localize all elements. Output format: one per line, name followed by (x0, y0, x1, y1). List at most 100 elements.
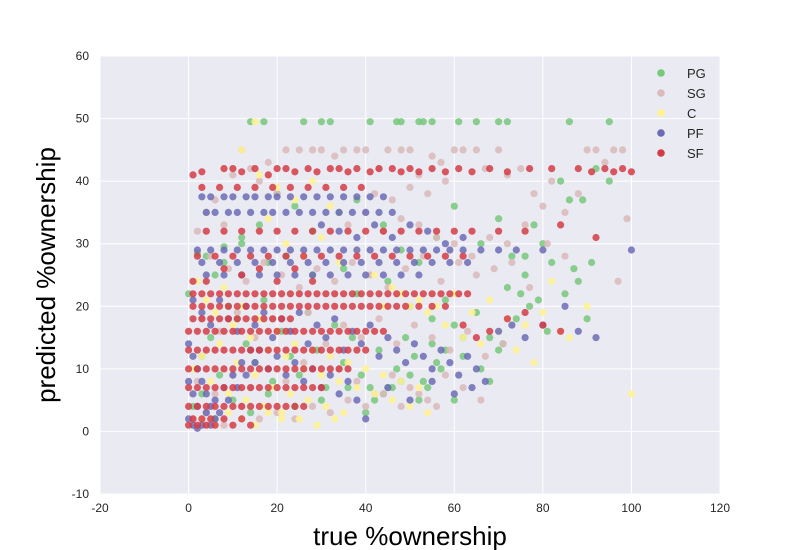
data-point (251, 193, 259, 201)
data-point (260, 302, 268, 310)
data-point (198, 168, 206, 176)
data-point (561, 302, 569, 310)
data-point (286, 390, 294, 398)
y-tick-label: 60 (76, 49, 90, 63)
data-point (202, 409, 210, 417)
data-point (300, 193, 308, 201)
data-point (495, 118, 503, 126)
data-point (397, 168, 405, 176)
data-point (415, 390, 423, 398)
data-point (317, 327, 325, 335)
data-point (521, 221, 529, 229)
data-point (592, 146, 600, 154)
data-point (198, 352, 206, 360)
y-tick-label: 50 (76, 112, 90, 126)
data-point (521, 308, 529, 317)
data-point (216, 340, 224, 348)
data-point (251, 371, 259, 379)
series-sg (189, 146, 631, 429)
data-point (362, 227, 370, 235)
data-point (433, 227, 441, 235)
data-point (428, 152, 436, 160)
data-point (220, 165, 228, 173)
data-point (322, 402, 330, 410)
data-point (242, 396, 250, 404)
data-point (375, 208, 383, 216)
data-point (353, 193, 361, 201)
data-point (185, 402, 193, 410)
data-point (348, 208, 356, 216)
data-point (313, 246, 321, 254)
data-point (393, 340, 401, 348)
data-point (247, 327, 255, 335)
data-point (282, 384, 290, 392)
data-point (348, 334, 356, 342)
data-point (211, 365, 219, 373)
data-point (450, 390, 458, 398)
data-point (353, 327, 361, 335)
data-point (189, 415, 197, 423)
data-point (375, 258, 383, 267)
data-point (247, 421, 255, 429)
data-point (446, 290, 454, 298)
data-point (202, 402, 210, 410)
data-point (406, 252, 414, 260)
data-point (220, 384, 228, 392)
data-point (295, 290, 303, 298)
data-point (481, 377, 489, 385)
y-tick-label: 40 (76, 174, 90, 188)
data-point (402, 265, 410, 273)
data-point (579, 196, 587, 204)
data-point (455, 258, 463, 267)
data-point (397, 402, 405, 410)
data-point (291, 271, 299, 279)
data-point (282, 208, 290, 216)
data-point (326, 271, 334, 279)
data-point (362, 365, 370, 373)
data-point (388, 196, 396, 204)
data-point (313, 265, 321, 273)
data-point (477, 340, 485, 348)
data-point (220, 346, 228, 354)
data-point (344, 346, 352, 354)
data-point (238, 327, 246, 335)
data-point (198, 308, 206, 317)
data-point (459, 146, 467, 154)
data-point (264, 215, 272, 223)
data-point (366, 168, 374, 176)
data-point (348, 258, 356, 267)
data-point (362, 415, 370, 423)
data-point (362, 146, 370, 154)
data-point (627, 246, 636, 254)
data-point (202, 390, 210, 398)
data-point (623, 215, 631, 223)
data-point (269, 258, 277, 267)
data-point (353, 346, 361, 354)
data-point (264, 327, 272, 335)
data-point (353, 384, 361, 392)
data-point (295, 308, 303, 317)
data-point (340, 321, 348, 329)
data-point (459, 233, 467, 242)
data-point (278, 302, 286, 310)
data-point (348, 290, 356, 298)
data-point (371, 252, 379, 260)
data-point (229, 321, 237, 329)
data-point (353, 246, 361, 254)
data-point (291, 168, 299, 176)
data-point (379, 227, 387, 235)
data-point (260, 118, 268, 126)
data-point (286, 183, 294, 191)
data-point (313, 321, 321, 329)
data-point (605, 177, 613, 185)
y-tick-label: -10 (72, 487, 90, 501)
data-point (331, 152, 339, 160)
data-point (251, 359, 259, 367)
data-point (379, 221, 387, 229)
data-point (282, 165, 290, 173)
data-point (441, 252, 449, 260)
data-point (508, 321, 516, 329)
data-point (326, 118, 334, 126)
data-point (512, 315, 520, 323)
